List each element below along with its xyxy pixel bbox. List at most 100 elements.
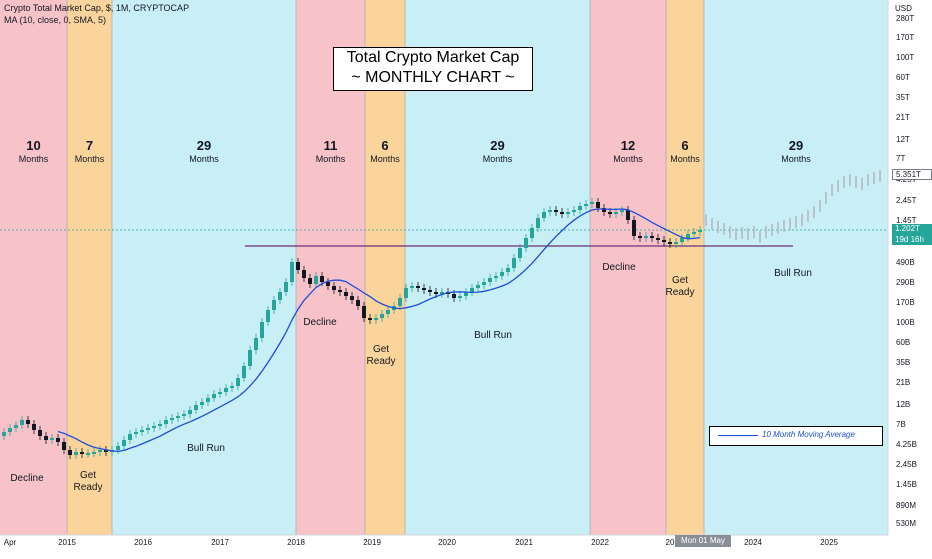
time-tick-label: 2024 xyxy=(744,538,762,547)
projection-price-badge: 5.351T xyxy=(892,169,932,180)
price-tick-label: 2.45T xyxy=(896,196,917,205)
candle-body xyxy=(206,398,210,402)
price-tick-label: 170T xyxy=(896,33,914,42)
candle-body xyxy=(32,424,36,430)
time-tick-label: 2017 xyxy=(211,538,229,547)
candle-body xyxy=(698,230,702,232)
legend-swatch xyxy=(718,435,758,436)
candle-body xyxy=(26,420,30,424)
candle-body xyxy=(590,202,594,204)
phase-month-word: Months xyxy=(781,154,811,164)
candle-body xyxy=(86,453,90,455)
candle-body xyxy=(254,338,258,350)
candle-body xyxy=(182,414,186,416)
price-tick-label: 2.45B xyxy=(896,460,917,469)
candle-body xyxy=(140,430,144,432)
candle-body xyxy=(692,232,696,234)
candle-body xyxy=(20,420,24,425)
candle-body xyxy=(572,210,576,212)
candle-body xyxy=(602,208,606,212)
time-tick-label: 2019 xyxy=(363,538,381,547)
price-tick-label: 60B xyxy=(896,338,910,347)
candle-body xyxy=(398,298,402,306)
time-tick-label: 2021 xyxy=(515,538,533,547)
candle-body xyxy=(542,212,546,218)
candle-body xyxy=(50,438,54,440)
candle-body xyxy=(38,430,42,436)
candle-body xyxy=(218,392,222,394)
candle-body xyxy=(296,262,300,270)
candle-body xyxy=(518,248,522,258)
price-tick-label: 890M xyxy=(896,501,916,510)
time-tick-label: 2022 xyxy=(591,538,609,547)
phase-month-count: 6 xyxy=(381,138,388,153)
candle-body xyxy=(146,428,150,430)
candle-body xyxy=(188,410,192,414)
phase-month-word: Months xyxy=(613,154,643,164)
symbol-header[interactable]: Crypto Total Market Cap, $, 1M, CRYPTOCA… xyxy=(4,3,190,13)
time-tick-label: 2018 xyxy=(287,538,305,547)
candle-body xyxy=(422,288,426,290)
candle-body xyxy=(416,286,420,288)
candle-body xyxy=(266,310,270,322)
candle-body xyxy=(440,292,444,294)
price-tick-label: 21B xyxy=(896,378,910,387)
candle-body xyxy=(686,234,690,238)
phase-month-word: Months xyxy=(483,154,513,164)
phase-month-count: 7 xyxy=(86,138,93,153)
candle-body xyxy=(632,220,636,236)
price-tick-label: 7T xyxy=(896,154,905,163)
time-tick-label: Apr xyxy=(4,538,17,547)
candle-body xyxy=(452,294,456,298)
candle-body xyxy=(458,296,462,298)
candle-body xyxy=(80,452,84,454)
candle-body xyxy=(104,450,108,452)
price-tick-label: 4.25B xyxy=(896,440,917,449)
candle-body xyxy=(344,292,348,296)
price-tick-label: 290B xyxy=(896,278,915,287)
candle-body xyxy=(500,272,504,276)
indicator-header[interactable]: MA (10, close, 0, SMA, 5) xyxy=(4,15,107,25)
chart-subtitle: ~ MONTHLY CHART ~ xyxy=(351,69,515,86)
candle-body xyxy=(332,286,336,290)
candle-body xyxy=(284,282,288,292)
countdown-badge: 19d 16h xyxy=(892,235,932,245)
phase-label: Ready xyxy=(367,356,396,367)
candle-body xyxy=(314,276,318,284)
candle-body xyxy=(2,432,6,436)
candle-body xyxy=(92,452,96,454)
price-tick-label: 280T xyxy=(896,14,914,23)
phase-label: Ready xyxy=(666,287,695,298)
candles xyxy=(2,198,702,459)
currency-label: USD xyxy=(895,4,912,13)
phase-band xyxy=(666,0,704,535)
candle-body xyxy=(356,300,360,306)
price-tick-label: 1.45T xyxy=(896,216,917,225)
candle-body xyxy=(512,258,516,268)
candle-body xyxy=(116,446,120,450)
candle-body xyxy=(614,212,618,214)
phase-month-count: 29 xyxy=(490,138,504,153)
candle-body xyxy=(56,438,60,442)
candle-body xyxy=(326,282,330,286)
phase-label: Bull Run xyxy=(774,268,812,279)
candle-body xyxy=(674,242,678,244)
price-tick-label: 35B xyxy=(896,358,910,367)
candle-body xyxy=(506,268,510,272)
candle-body xyxy=(320,276,324,282)
candle-body xyxy=(560,212,564,214)
phase-month-count: 10 xyxy=(26,138,40,153)
candle-body xyxy=(362,306,366,318)
candle-body xyxy=(128,434,132,440)
candle-body xyxy=(224,388,228,392)
candle-body xyxy=(350,296,354,300)
price-tick-label: 490B xyxy=(896,258,915,267)
phase-label: Decline xyxy=(10,473,44,484)
candle-body xyxy=(260,322,264,338)
candle-body xyxy=(176,416,180,418)
candle-body xyxy=(122,440,126,446)
candle-body xyxy=(428,290,432,292)
candle-body xyxy=(554,210,558,212)
time-tick-label: 2020 xyxy=(438,538,456,547)
